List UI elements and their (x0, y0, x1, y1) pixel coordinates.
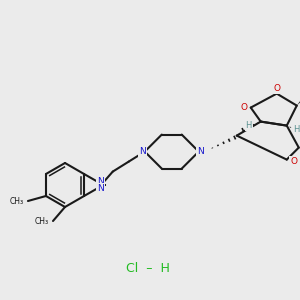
Text: Cl  –  H: Cl – H (126, 262, 170, 275)
Text: CH₃: CH₃ (10, 196, 24, 206)
Text: O: O (240, 103, 247, 112)
Polygon shape (297, 86, 300, 106)
Text: N: N (97, 184, 104, 193)
Text: H: H (246, 121, 252, 130)
Text: H: H (294, 125, 300, 134)
Text: O: O (273, 84, 280, 93)
Text: CH₃: CH₃ (35, 218, 49, 226)
Text: O: O (290, 157, 297, 166)
Text: N: N (140, 147, 146, 156)
Text: N: N (97, 177, 104, 186)
Text: N: N (197, 147, 204, 156)
